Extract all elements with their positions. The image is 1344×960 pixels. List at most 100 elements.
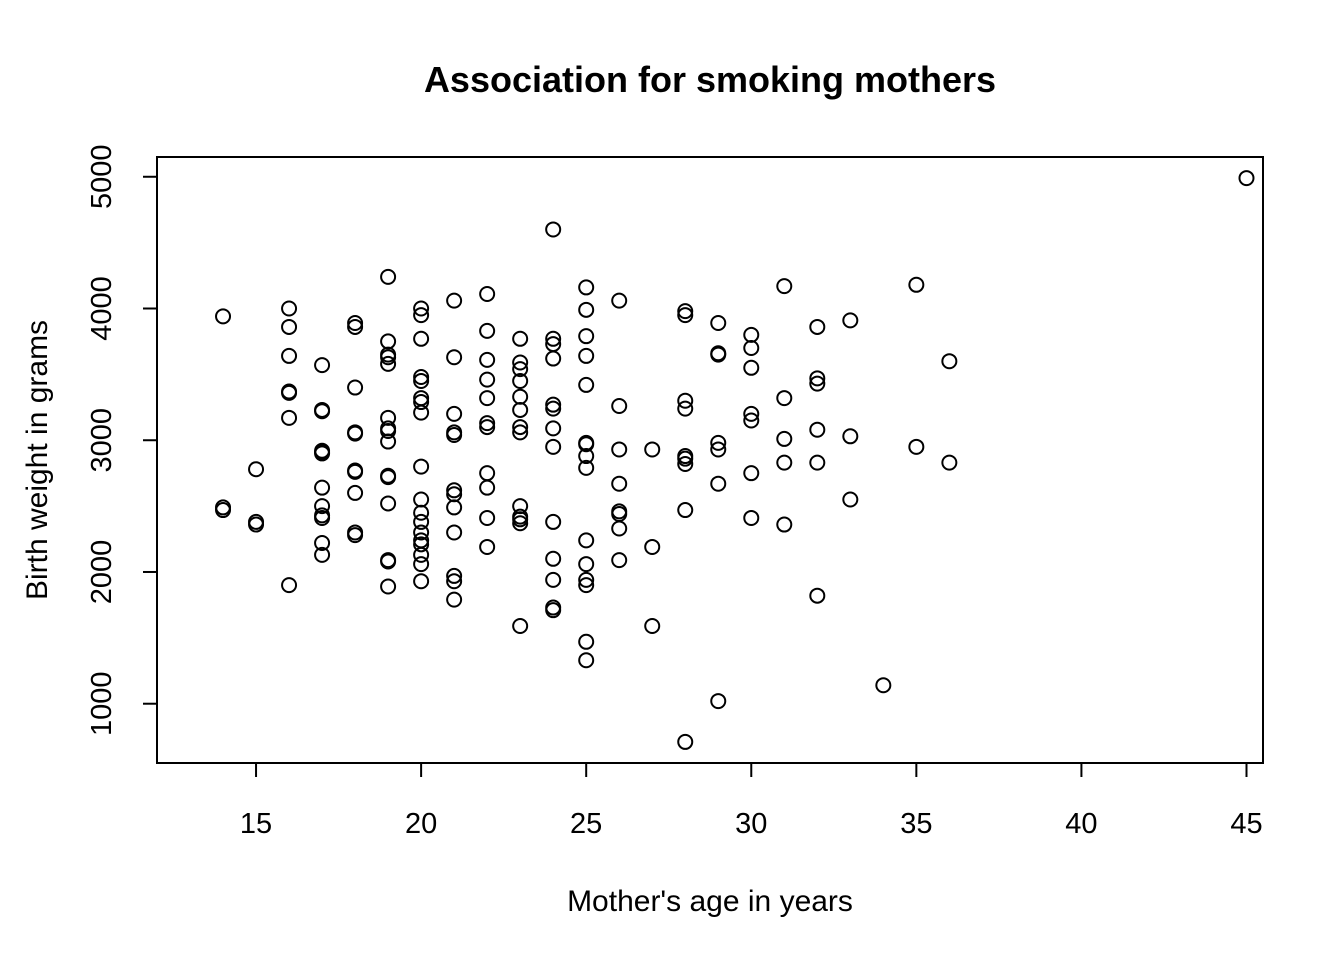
data-point — [512, 617, 529, 634]
x-tick-label: 45 — [1230, 808, 1262, 840]
data-point — [446, 567, 463, 584]
data-point — [314, 445, 331, 462]
data-point — [578, 376, 595, 393]
x-axis-label: Mother's age in years — [567, 885, 853, 918]
data-point — [743, 326, 760, 343]
data-point — [677, 450, 694, 467]
data-point — [248, 516, 265, 533]
data-point — [479, 390, 496, 407]
data-point — [677, 455, 694, 472]
data-point — [908, 276, 925, 293]
data-point — [314, 498, 331, 515]
data-point — [446, 591, 463, 608]
chart-title: Association for smoking mothers — [424, 59, 996, 100]
data-point — [611, 475, 628, 492]
data-point — [776, 430, 793, 447]
data-point — [380, 423, 397, 440]
x-axis: 15 20 25 30 35 40 45 — [240, 762, 1263, 840]
data-point — [512, 515, 529, 532]
data-point — [677, 400, 694, 417]
y-tick-label: 4000 — [86, 276, 118, 341]
data-point — [380, 355, 397, 372]
data-point — [446, 426, 463, 443]
data-point — [710, 475, 727, 492]
data-point — [578, 448, 595, 465]
data-point — [842, 312, 859, 329]
x-tick-label: 40 — [1065, 808, 1097, 840]
data-point — [347, 318, 364, 335]
data-point — [809, 421, 826, 438]
data-point — [314, 403, 331, 420]
data-point — [479, 286, 496, 303]
data-point — [578, 436, 595, 453]
data-point — [479, 465, 496, 482]
data-point — [545, 221, 562, 238]
data-point — [512, 388, 529, 405]
data-point — [545, 602, 562, 619]
data-point — [875, 677, 892, 694]
data-point — [380, 433, 397, 450]
data-point — [479, 419, 496, 436]
data-point — [545, 420, 562, 437]
y-tick-label: 5000 — [86, 145, 118, 210]
data-point — [413, 556, 430, 573]
data-point — [743, 412, 760, 429]
data-point — [677, 502, 694, 519]
data-point — [479, 371, 496, 388]
data-point — [281, 384, 298, 401]
x-tick-label: 20 — [405, 808, 437, 840]
data-point — [941, 454, 958, 471]
data-point — [413, 524, 430, 541]
data-point — [578, 556, 595, 573]
data-point — [215, 308, 232, 325]
data-point — [743, 340, 760, 357]
data-point — [710, 346, 727, 363]
data-point — [578, 652, 595, 669]
x-tick-label: 25 — [570, 808, 602, 840]
data-point — [413, 546, 430, 563]
data-point — [446, 482, 463, 499]
data-point — [677, 733, 694, 750]
data-point — [545, 330, 562, 347]
data-point — [413, 369, 430, 386]
data-point — [446, 573, 463, 590]
data-point — [809, 587, 826, 604]
data-point — [1238, 170, 1255, 187]
data-point — [941, 353, 958, 370]
data-point — [413, 330, 430, 347]
data-point — [644, 617, 661, 634]
data-point — [611, 292, 628, 309]
data-point — [545, 350, 562, 367]
data-point — [512, 361, 529, 378]
data-points — [215, 170, 1255, 750]
data-point — [578, 301, 595, 318]
x-tick-label: 35 — [900, 808, 932, 840]
data-point — [413, 458, 430, 475]
data-point — [347, 463, 364, 480]
data-point — [446, 292, 463, 309]
data-point — [413, 372, 430, 389]
data-point — [446, 524, 463, 541]
data-point — [347, 527, 364, 544]
data-point — [545, 571, 562, 588]
data-point — [578, 347, 595, 364]
data-point — [743, 465, 760, 482]
data-point — [743, 405, 760, 422]
data-point — [347, 314, 364, 331]
data-point — [446, 349, 463, 366]
y-tick-label: 1000 — [86, 671, 118, 736]
y-tick-label: 3000 — [86, 408, 118, 473]
data-point — [611, 552, 628, 569]
data-point — [710, 434, 727, 451]
data-point — [281, 300, 298, 317]
data-point — [710, 441, 727, 458]
data-point — [347, 484, 364, 501]
data-point — [380, 333, 397, 350]
data-point — [479, 538, 496, 555]
y-tick-label: 2000 — [86, 540, 118, 605]
data-point — [512, 354, 529, 371]
data-point — [512, 401, 529, 418]
data-point — [710, 314, 727, 331]
data-point — [347, 425, 364, 442]
